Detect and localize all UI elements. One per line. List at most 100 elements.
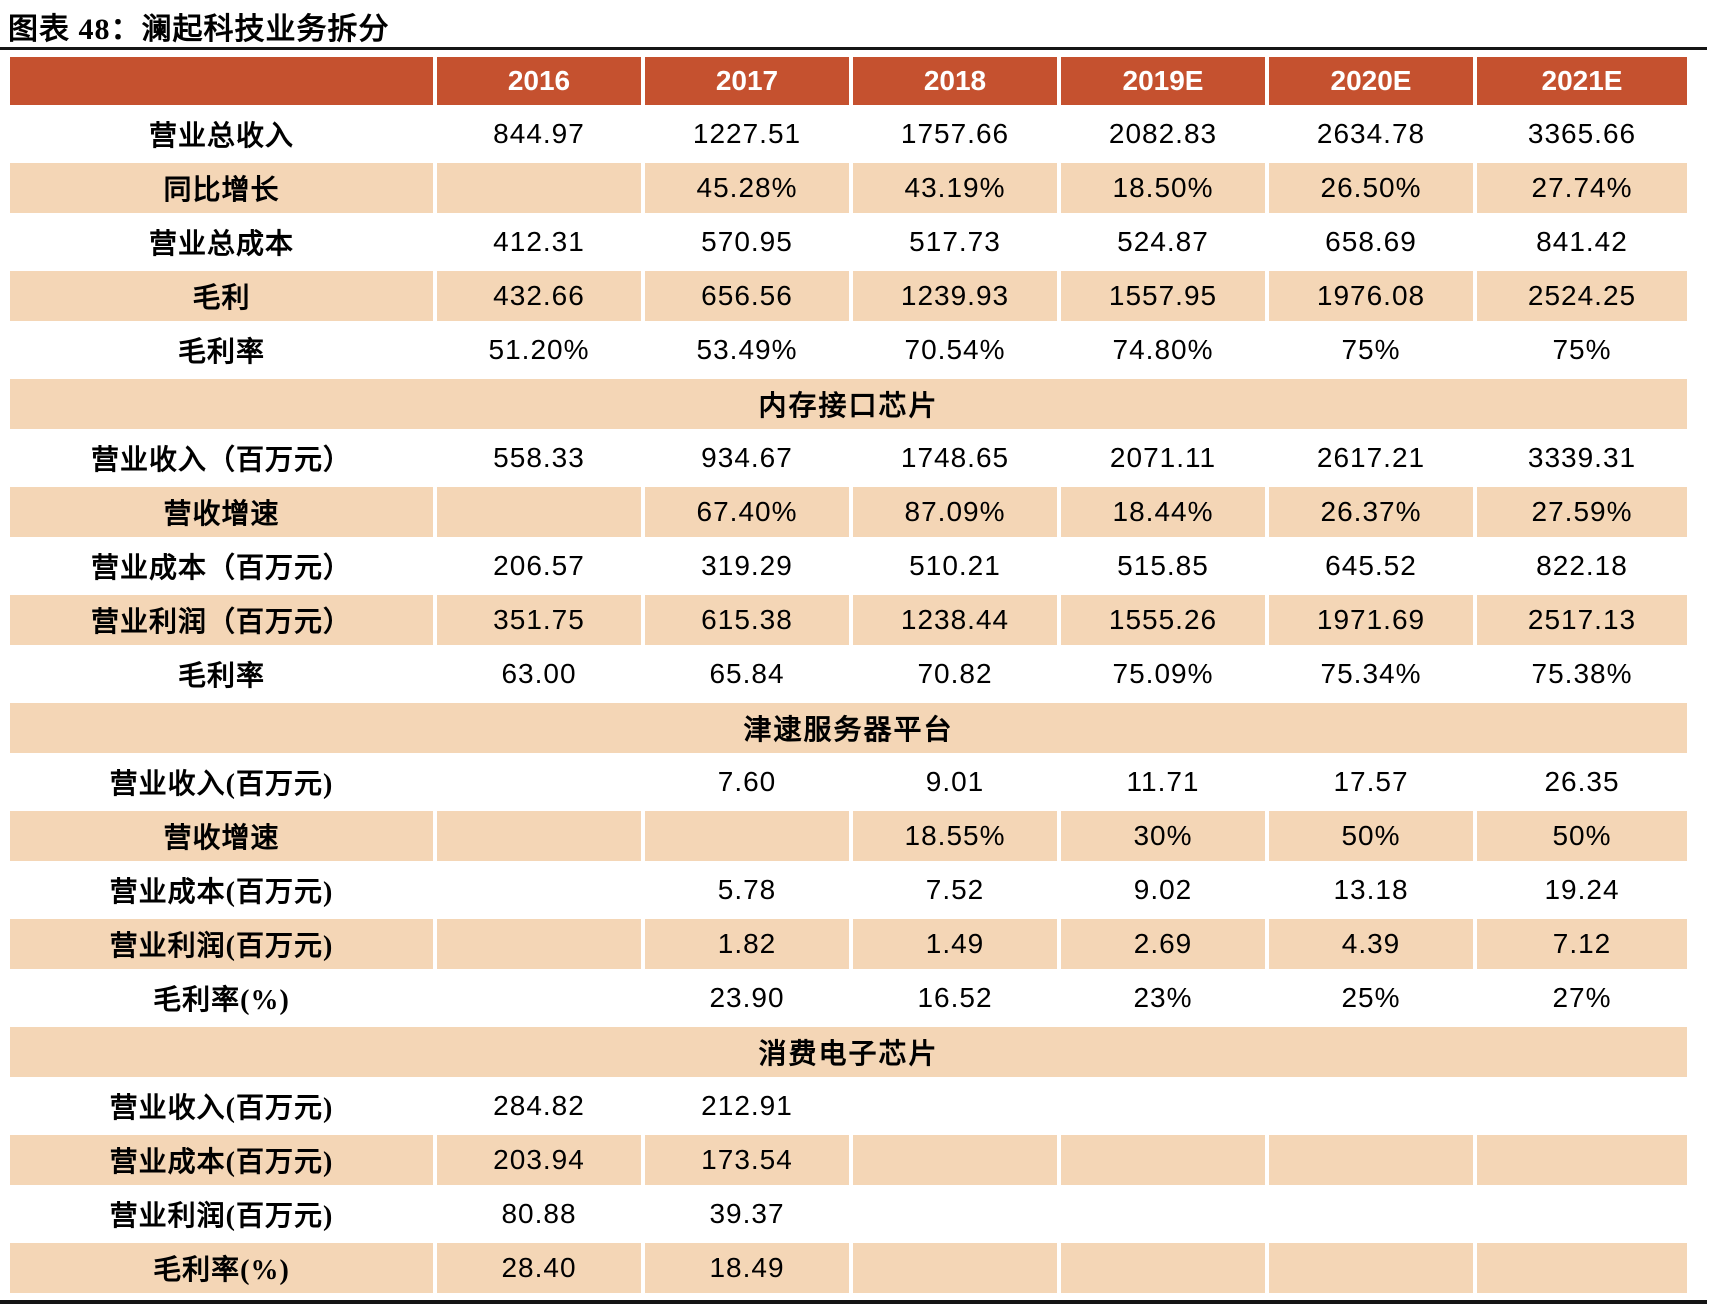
table-row: 毛利率(%) 23.90 16.52 23% 25% 27% xyxy=(10,973,1687,1027)
table-row: 毛利率 51.20% 53.49% 70.54% 74.80% 75% 75% xyxy=(10,325,1687,379)
cell-2021e: 50% xyxy=(1477,811,1687,865)
cell-2021e: 2524.25 xyxy=(1477,271,1687,325)
cell-2017: 5.78 xyxy=(645,865,853,919)
cell-2018: 1239.93 xyxy=(853,271,1061,325)
row-label: 毛利率 xyxy=(10,325,437,379)
cell-2017: 570.95 xyxy=(645,217,853,271)
cell-2018 xyxy=(853,1243,1061,1297)
cell-2019e: 515.85 xyxy=(1061,541,1269,595)
cell-2018: 1238.44 xyxy=(853,595,1061,649)
cell-2017: 45.28% xyxy=(645,163,853,217)
column-header-2019e: 2019E xyxy=(1061,57,1269,109)
cell-2019e: 1555.26 xyxy=(1061,595,1269,649)
cell-2017: 23.90 xyxy=(645,973,853,1027)
cell-2021e xyxy=(1477,1081,1687,1135)
cell-2020e: 1976.08 xyxy=(1269,271,1477,325)
cell-2021e: 27% xyxy=(1477,973,1687,1027)
table-row: 营业利润(百万元) 80.88 39.37 xyxy=(10,1189,1687,1243)
cell-2017: 7.60 xyxy=(645,757,853,811)
cell-2021e: 26.35 xyxy=(1477,757,1687,811)
cell-2016: 203.94 xyxy=(437,1135,645,1189)
cell-2020e xyxy=(1269,1135,1477,1189)
cell-2018 xyxy=(853,1081,1061,1135)
cell-2017: 212.91 xyxy=(645,1081,853,1135)
cell-2017: 1.82 xyxy=(645,919,853,973)
cell-2019e xyxy=(1061,1243,1269,1297)
cell-2021e: 27.74% xyxy=(1477,163,1687,217)
row-label: 营业成本(百万元) xyxy=(10,865,437,919)
cell-2016 xyxy=(437,865,645,919)
cell-2021e: 19.24 xyxy=(1477,865,1687,919)
cell-2021e: 75.38% xyxy=(1477,649,1687,703)
section-row: 内存接口芯片 xyxy=(10,379,1687,433)
table-row: 营业成本(百万元) 203.94 173.54 xyxy=(10,1135,1687,1189)
cell-2018: 1757.66 xyxy=(853,109,1061,163)
table-row: 营业成本(百万元) 5.78 7.52 9.02 13.18 19.24 xyxy=(10,865,1687,919)
table-row: 营收增速 67.40% 87.09% 18.44% 26.37% 27.59% xyxy=(10,487,1687,541)
cell-2017: 615.38 xyxy=(645,595,853,649)
cell-2018: 18.55% xyxy=(853,811,1061,865)
cell-2021e xyxy=(1477,1189,1687,1243)
cell-2021e xyxy=(1477,1135,1687,1189)
table-bottom-rule xyxy=(0,1300,1707,1304)
cell-2017: 53.49% xyxy=(645,325,853,379)
cell-2020e: 50% xyxy=(1269,811,1477,865)
column-header-2021e: 2021E xyxy=(1477,57,1687,109)
cell-2019e: 9.02 xyxy=(1061,865,1269,919)
cell-2018: 70.82 xyxy=(853,649,1061,703)
cell-2021e: 7.12 xyxy=(1477,919,1687,973)
cell-2021e: 3339.31 xyxy=(1477,433,1687,487)
cell-2020e: 25% xyxy=(1269,973,1477,1027)
cell-2016 xyxy=(437,163,645,217)
cell-2018: 7.52 xyxy=(853,865,1061,919)
cell-2020e: 26.37% xyxy=(1269,487,1477,541)
row-label: 营收增速 xyxy=(10,487,437,541)
cell-2017: 656.56 xyxy=(645,271,853,325)
cell-2020e: 17.57 xyxy=(1269,757,1477,811)
cell-2019e: 75.09% xyxy=(1061,649,1269,703)
row-label: 营业利润(百万元) xyxy=(10,1189,437,1243)
section-header-label: 消费电子芯片 xyxy=(10,1027,1687,1081)
cell-2017: 319.29 xyxy=(645,541,853,595)
cell-2020e: 658.69 xyxy=(1269,217,1477,271)
cell-2016: 284.82 xyxy=(437,1081,645,1135)
table-row: 营收增速 18.55% 30% 50% 50% xyxy=(10,811,1687,865)
cell-2019e xyxy=(1061,1081,1269,1135)
table-row: 毛利率 63.00 65.84 70.82 75.09% 75.34% 75.38% xyxy=(10,649,1687,703)
cell-2016: 351.75 xyxy=(437,595,645,649)
cell-2016 xyxy=(437,757,645,811)
corner-cell xyxy=(10,57,437,109)
column-header-2017: 2017 xyxy=(645,57,853,109)
cell-2018: 1.49 xyxy=(853,919,1061,973)
cell-2019e: 23% xyxy=(1061,973,1269,1027)
cell-2017: 65.84 xyxy=(645,649,853,703)
column-header-2020e: 2020E xyxy=(1269,57,1477,109)
cell-2019e xyxy=(1061,1135,1269,1189)
cell-2019e: 30% xyxy=(1061,811,1269,865)
cell-2016 xyxy=(437,919,645,973)
cell-2019e: 2071.11 xyxy=(1061,433,1269,487)
cell-2019e: 11.71 xyxy=(1061,757,1269,811)
table-row: 毛利 432.66 656.56 1239.93 1557.95 1976.08 2524.… xyxy=(10,271,1687,325)
row-label: 营业成本(百万元) xyxy=(10,1135,437,1189)
cell-2021e: 3365.66 xyxy=(1477,109,1687,163)
cell-2019e xyxy=(1061,1189,1269,1243)
cell-2019e: 1557.95 xyxy=(1061,271,1269,325)
row-label: 营业总成本 xyxy=(10,217,437,271)
table-row: 营业收入(百万元) 284.82 212.91 xyxy=(10,1081,1687,1135)
cell-2016 xyxy=(437,811,645,865)
cell-2021e xyxy=(1477,1243,1687,1297)
cell-2017: 67.40% xyxy=(645,487,853,541)
row-label: 同比增长 xyxy=(10,163,437,217)
business-breakdown-table: 2016 2017 2018 2019E 2020E 2021E 营业总收入 844.97 1… xyxy=(10,57,1687,1297)
row-label: 营业收入(百万元) xyxy=(10,1081,437,1135)
cell-2016: 63.00 xyxy=(437,649,645,703)
cell-2019e: 74.80% xyxy=(1061,325,1269,379)
cell-2016: 206.57 xyxy=(437,541,645,595)
cell-2016: 412.31 xyxy=(437,217,645,271)
table-row: 营业成本（百万元） 206.57 319.29 510.21 515.85 645.52 8… xyxy=(10,541,1687,595)
cell-2018: 1748.65 xyxy=(853,433,1061,487)
cell-2020e: 26.50% xyxy=(1269,163,1477,217)
cell-2019e: 18.50% xyxy=(1061,163,1269,217)
cell-2017: 1227.51 xyxy=(645,109,853,163)
